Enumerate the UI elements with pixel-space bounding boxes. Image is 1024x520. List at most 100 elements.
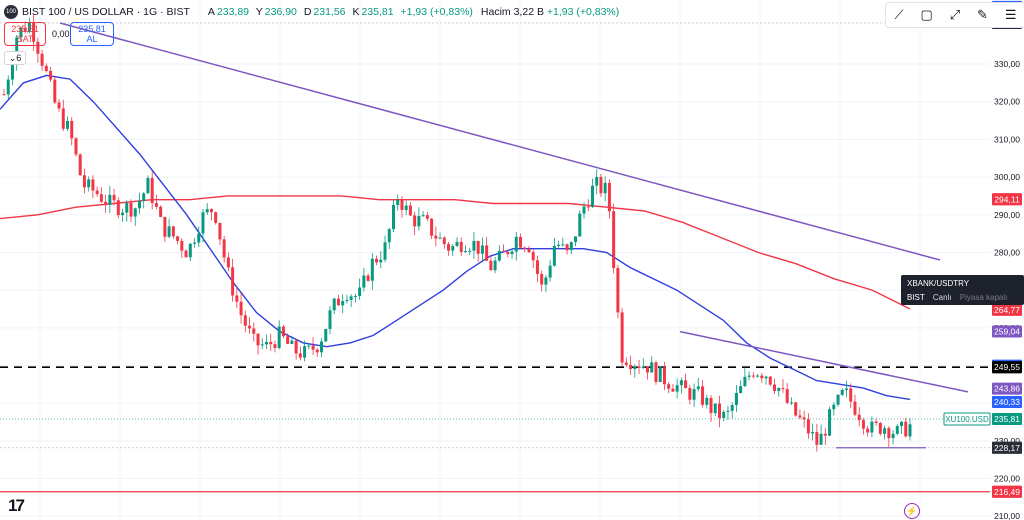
change-value: +1,93 (+0,83%) bbox=[400, 6, 473, 18]
candle-body bbox=[535, 260, 539, 274]
candle-body bbox=[129, 202, 133, 217]
candle-body bbox=[353, 296, 357, 298]
candle-body bbox=[430, 218, 434, 236]
candle-body bbox=[701, 386, 705, 405]
candle-body bbox=[811, 432, 815, 434]
candle-body bbox=[408, 205, 412, 216]
candle-body bbox=[277, 326, 281, 348]
candle-body bbox=[569, 242, 573, 251]
candle-body bbox=[722, 411, 726, 418]
candle-body bbox=[489, 260, 493, 271]
candle-body bbox=[616, 268, 620, 313]
buy-button[interactable]: 235,81 AL bbox=[70, 22, 114, 46]
candle-body bbox=[290, 340, 294, 344]
candle-body bbox=[866, 428, 870, 433]
candle-body bbox=[819, 433, 823, 445]
candle-body bbox=[171, 226, 175, 237]
candle-body bbox=[252, 328, 256, 334]
ma-fast-line bbox=[0, 74, 911, 401]
candle-body bbox=[205, 209, 209, 213]
candle-body bbox=[87, 179, 91, 188]
candle-body bbox=[802, 417, 806, 420]
candle-body bbox=[785, 389, 789, 403]
candle-body bbox=[612, 211, 616, 269]
candle-body bbox=[366, 275, 370, 281]
candle-body bbox=[836, 394, 840, 405]
candle-body bbox=[176, 236, 180, 241]
price-tag: 294,11 bbox=[992, 193, 1022, 206]
candle-body bbox=[523, 247, 527, 250]
candle-body bbox=[32, 22, 36, 42]
tooltip-market: Piyasa kapalı bbox=[959, 293, 1008, 302]
candle-body bbox=[650, 362, 654, 373]
price-tag: 243,86 bbox=[992, 382, 1022, 395]
indicators-collapse-button[interactable]: ⌄ 6 bbox=[4, 51, 26, 65]
candle-body bbox=[15, 37, 19, 64]
candle-body bbox=[540, 273, 544, 285]
candle-body bbox=[447, 244, 451, 251]
candle-body bbox=[574, 236, 578, 243]
chart-header: 100 BIST 100 / US DOLLAR · 1G · BIST A 23… bbox=[4, 3, 619, 21]
candle-body bbox=[878, 423, 882, 434]
candle-body bbox=[599, 176, 603, 194]
candle-body bbox=[582, 206, 586, 214]
candle-body bbox=[197, 233, 201, 243]
candle-body bbox=[633, 366, 637, 369]
candle-body bbox=[798, 415, 802, 418]
symbol-badge: XU100.USD bbox=[943, 412, 991, 426]
price-tag-bg bbox=[992, 303, 1022, 316]
candle-body bbox=[620, 312, 624, 363]
lightning-icon[interactable]: ⚡ bbox=[904, 503, 920, 519]
candle-body bbox=[341, 301, 345, 306]
price-tag: 228,17 bbox=[992, 441, 1022, 454]
candle-body bbox=[442, 237, 446, 245]
trend-tool-icon[interactable]: ⤢ bbox=[949, 7, 961, 22]
candle-body bbox=[91, 179, 95, 191]
more-icon[interactable]: ☰ bbox=[1004, 7, 1017, 22]
high-key: Y bbox=[255, 6, 263, 18]
candle-body bbox=[311, 345, 315, 350]
candle-body bbox=[324, 328, 328, 342]
candle-body bbox=[154, 202, 158, 207]
line-tool-icon[interactable]: ⟋ bbox=[894, 7, 904, 22]
price-tag-value: 235,81 bbox=[994, 414, 1020, 424]
candle-body bbox=[455, 241, 459, 247]
trendlines[interactable] bbox=[59, 22, 969, 393]
candle-body bbox=[760, 375, 764, 379]
candle-body bbox=[806, 419, 810, 434]
tooltip-status: BIST Canlı Piyasa kapalı bbox=[907, 293, 1007, 302]
candle-body bbox=[36, 41, 40, 54]
symbol-title[interactable]: BIST 100 / US DOLLAR · 1G · BIST bbox=[22, 6, 190, 18]
candle-body bbox=[552, 246, 556, 266]
candle-body bbox=[328, 310, 332, 329]
candle-body bbox=[519, 236, 523, 248]
candle-body bbox=[544, 277, 548, 285]
candle-body bbox=[104, 201, 108, 205]
candle-body bbox=[239, 301, 243, 316]
brush-tool-icon[interactable]: ✎ bbox=[977, 7, 988, 22]
low-key: D bbox=[303, 6, 312, 18]
candle-body bbox=[637, 366, 641, 369]
candle-body bbox=[116, 200, 120, 216]
candle-body bbox=[108, 194, 112, 205]
horizontal-levels bbox=[0, 22, 990, 493]
candle-body bbox=[658, 367, 662, 382]
price-tag-bg bbox=[992, 412, 1022, 425]
rectangle-tool-icon[interactable]: ▢ bbox=[920, 7, 933, 22]
sell-button[interactable]: 235,81 SAT bbox=[4, 22, 46, 46]
candle-body bbox=[201, 212, 205, 234]
candle-body bbox=[548, 265, 552, 278]
price-tag-value: 216,49 bbox=[994, 487, 1020, 497]
candle-body bbox=[23, 27, 27, 32]
candle-body bbox=[231, 267, 235, 296]
candle-body bbox=[832, 404, 836, 410]
candle-body bbox=[417, 216, 421, 227]
open-key: A bbox=[207, 6, 215, 18]
candle-body bbox=[497, 250, 501, 261]
sell-price: 235,81 bbox=[11, 24, 39, 34]
tradingview-logo-icon[interactable]: 17 bbox=[8, 496, 25, 515]
candle-body bbox=[705, 397, 709, 405]
candle-body bbox=[883, 428, 887, 434]
candle-body bbox=[904, 421, 908, 437]
